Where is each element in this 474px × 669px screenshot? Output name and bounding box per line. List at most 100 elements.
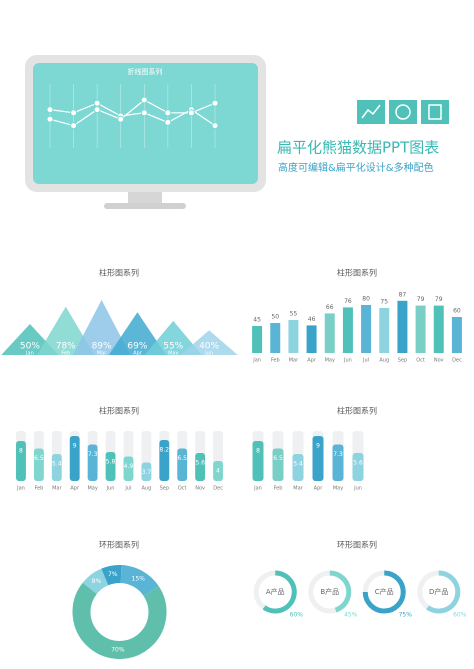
- x-tick-label: May: [325, 358, 335, 364]
- bar: [69, 436, 80, 481]
- bar: [397, 300, 408, 353]
- monitor-screen: [33, 63, 258, 184]
- value-label: 45%: [344, 612, 358, 619]
- point: [93, 99, 101, 107]
- value-label: 5.6: [353, 460, 363, 467]
- chart-title: 柱形图系列: [99, 406, 139, 416]
- value-label: 75%: [399, 612, 413, 619]
- category-label: A产品: [266, 587, 285, 596]
- bar: [361, 305, 372, 353]
- value-label: 5.8: [106, 459, 116, 466]
- value-label: 78%: [56, 342, 76, 352]
- bar: [433, 305, 444, 353]
- value-label: 50%: [20, 342, 40, 352]
- value-label: 6.5: [273, 455, 283, 462]
- value-label: 4: [216, 468, 220, 475]
- bar: [195, 453, 206, 481]
- ring-arc: [329, 570, 352, 613]
- x-tick-label: Oct: [416, 358, 425, 364]
- icon: [421, 100, 449, 124]
- point: [211, 122, 219, 130]
- value-label: 40%: [199, 342, 219, 352]
- value-label: 60%: [453, 612, 467, 619]
- x-tick-label: Jan: [16, 486, 25, 492]
- bar: [352, 453, 364, 481]
- bar: [177, 448, 188, 481]
- value-label: 15%: [132, 575, 146, 582]
- value-label: 79: [435, 296, 443, 303]
- value-label: 46: [308, 316, 316, 323]
- point: [187, 109, 195, 117]
- point: [117, 115, 125, 123]
- value-label: 70%: [111, 646, 125, 653]
- chart-title: 折线图系列: [128, 67, 163, 76]
- x-tick-label: Jan: [253, 486, 262, 492]
- x-tick-label: Oct: [178, 486, 187, 492]
- x-tick-label: May: [333, 486, 343, 492]
- bar: [272, 448, 284, 481]
- value-label: 60: [453, 308, 461, 315]
- value-label: 76: [344, 298, 352, 305]
- x-tick-label: Feb: [274, 486, 283, 492]
- value-label: 8: [19, 448, 23, 455]
- x-tick-label: Jul: [362, 358, 369, 364]
- bar: [312, 436, 324, 481]
- ring-arc: [362, 570, 406, 614]
- value-label: 7.3: [333, 451, 343, 458]
- point: [211, 99, 219, 107]
- ring-arc: [262, 570, 297, 614]
- x-tick-label: Nov: [195, 486, 205, 492]
- point: [140, 96, 148, 104]
- x-tick-label: Feb: [61, 351, 70, 357]
- bar: [105, 452, 116, 481]
- category-label: C产品: [375, 587, 394, 596]
- point: [46, 115, 54, 123]
- point: [164, 109, 172, 117]
- value-label: 55: [290, 311, 298, 318]
- x-tick-label: Apr: [314, 486, 324, 492]
- chart-title: 柱形图系列: [99, 268, 139, 278]
- bar: [324, 313, 335, 353]
- chart-title: 柱形图系列: [337, 406, 377, 416]
- value-label: 60%: [290, 612, 304, 619]
- title: 扁平化熊猫数据PPT图表: [277, 139, 439, 157]
- x-tick-label: Mar: [289, 358, 299, 364]
- bar: [16, 441, 26, 481]
- value-label: 89%: [92, 342, 112, 352]
- bar: [159, 440, 170, 481]
- value-label: 79: [417, 296, 425, 303]
- x-tick-label: Sep: [160, 486, 169, 492]
- x-tick-label: Dec: [452, 358, 462, 364]
- chart-title: 环形图系列: [99, 540, 139, 550]
- chart-title: 柱形图系列: [337, 268, 377, 278]
- category-label: D产品: [429, 587, 448, 596]
- x-tick-label: Jan: [25, 351, 34, 357]
- bar: [270, 323, 281, 353]
- triangle: [144, 320, 202, 355]
- bar: [415, 305, 426, 353]
- value-label: 55%: [163, 342, 183, 352]
- x-tick-label: Apr: [70, 486, 80, 492]
- value-label: 8%: [92, 578, 102, 585]
- donut-segment: [72, 582, 167, 659]
- value-label: 8: [256, 448, 260, 455]
- value-label: 69%: [127, 342, 147, 352]
- x-tick-label: Jul: [124, 486, 131, 492]
- category-label: B产品: [320, 587, 339, 596]
- x-tick-label: Mar: [293, 486, 303, 492]
- value-label: 75: [380, 299, 388, 306]
- x-tick-label: Apr: [307, 358, 317, 364]
- x-tick-label: Mar: [52, 486, 62, 492]
- icon-glyph: [395, 104, 411, 120]
- value-label: 80: [362, 296, 370, 303]
- monitor-base: [104, 203, 186, 209]
- value-label: 6.5: [177, 455, 187, 462]
- point: [93, 106, 101, 114]
- x-tick-label: May: [168, 351, 178, 357]
- point: [140, 109, 148, 117]
- bar: [292, 454, 304, 481]
- donut-segment: [82, 568, 109, 595]
- x-tick-label: May: [87, 486, 97, 492]
- x-tick-label: Apr: [133, 351, 143, 357]
